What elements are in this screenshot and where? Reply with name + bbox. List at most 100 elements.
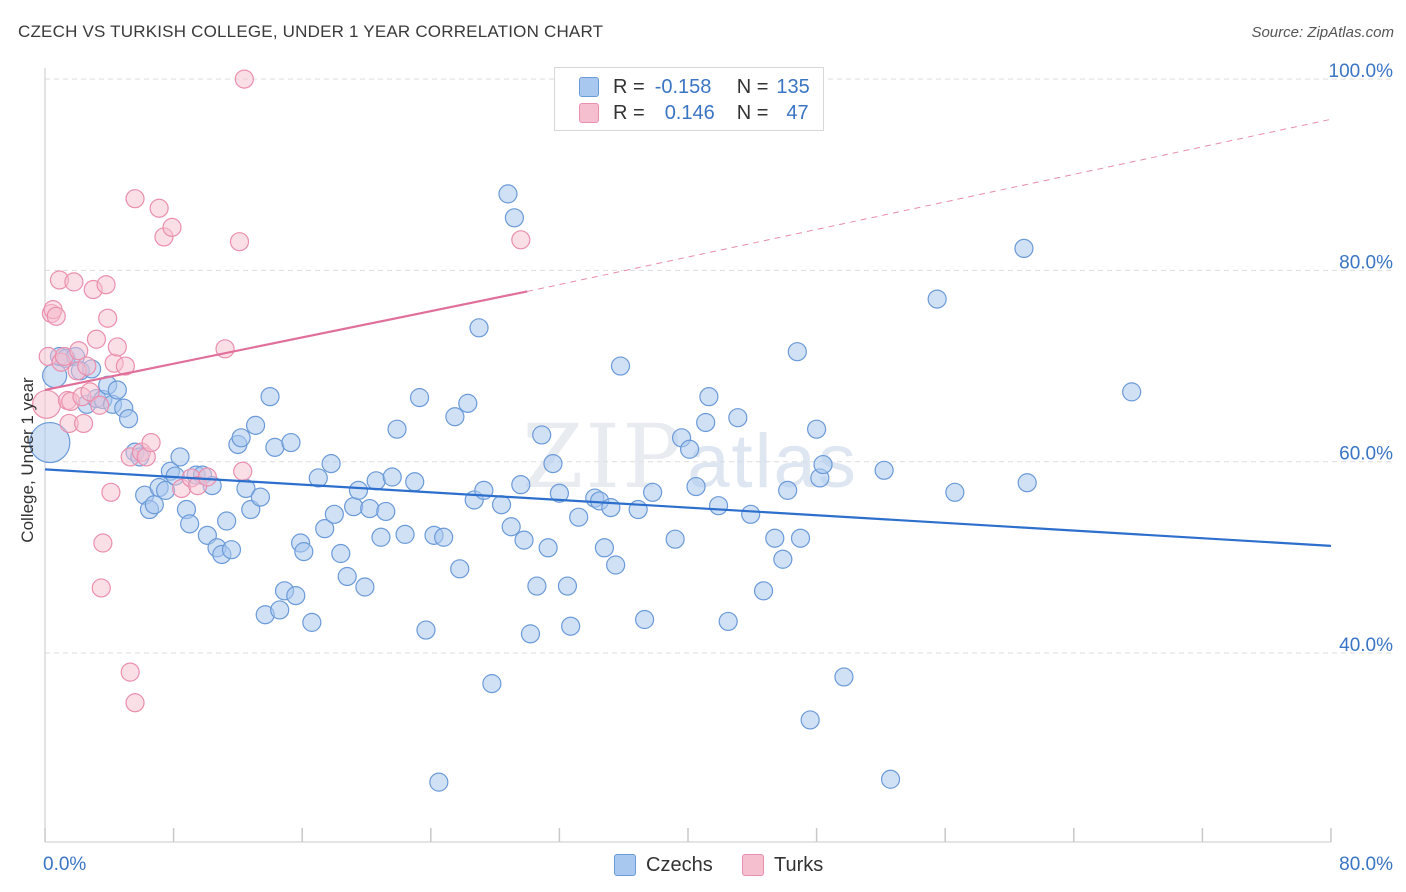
turk-point — [91, 578, 111, 598]
turk-point — [69, 341, 89, 361]
czech-point — [482, 674, 502, 694]
czech-point — [469, 318, 489, 338]
turk-swatch — [579, 103, 599, 123]
czech-point — [549, 483, 570, 503]
czech-point — [532, 425, 552, 445]
czech-point — [514, 530, 534, 550]
czech-point — [405, 472, 425, 492]
gridlines — [45, 78, 1395, 654]
czech-point — [281, 432, 301, 453]
czech-point — [434, 527, 454, 547]
czech-point — [409, 388, 430, 408]
czech-point — [511, 475, 531, 495]
czech-point — [270, 600, 290, 620]
turk-point — [115, 356, 135, 376]
trend-lines — [44, 118, 1332, 547]
turk-r-label: R = — [613, 101, 645, 124]
turk-n-label: N = — [736, 101, 769, 124]
turk-point — [77, 356, 97, 376]
correlation-legend: R = -0.158 N = 135 R = 0.146 N = 47 — [554, 67, 824, 131]
turk-point — [93, 533, 113, 553]
legend-row-czechs: R = -0.158 N = 135 — [579, 74, 810, 100]
czech-point — [250, 487, 271, 507]
czech-n-value: 135 — [776, 75, 810, 98]
czech-point — [800, 710, 820, 730]
czech-point — [324, 504, 344, 524]
czech-point — [376, 501, 396, 522]
czech-point — [927, 289, 947, 309]
czech-point — [498, 184, 518, 204]
turk-point — [511, 230, 531, 250]
czech-point — [665, 529, 685, 549]
czech-point — [450, 559, 470, 579]
turk-point — [229, 232, 250, 252]
czech-point — [308, 468, 328, 488]
czech-point — [331, 543, 351, 564]
czech-point — [945, 482, 965, 502]
czech-point — [360, 498, 380, 519]
czech-point — [557, 576, 578, 596]
bottom-legend-czechs: Czechs — [614, 851, 713, 879]
turk-trend-extension — [527, 118, 1332, 292]
czech-point — [315, 519, 335, 539]
turk-series — [32, 69, 531, 713]
czech-point — [601, 498, 621, 518]
czech-point — [395, 524, 415, 544]
czech-point — [765, 528, 785, 548]
czech-point — [382, 467, 402, 487]
turk-point — [96, 275, 116, 295]
legend-row-turks: R = 0.146 N = 47 — [579, 100, 809, 126]
czech-point — [569, 507, 589, 527]
turk-point — [80, 382, 100, 402]
czech-point — [265, 437, 285, 457]
czech-point — [718, 611, 738, 632]
czech-point — [387, 419, 407, 439]
czech-legend-label: Czechs — [646, 853, 713, 876]
turk-point — [125, 189, 145, 209]
czech-point — [416, 620, 436, 640]
czech-point — [245, 415, 266, 435]
turk-point — [101, 482, 121, 502]
czech-point — [643, 482, 663, 502]
czech-point — [118, 409, 139, 429]
czech-point — [527, 576, 547, 596]
turk-point — [98, 308, 118, 328]
czech-point — [366, 471, 386, 491]
turk-point — [141, 432, 161, 453]
czech-point — [504, 208, 524, 228]
czech-point — [1017, 473, 1037, 493]
czech-point — [344, 497, 364, 517]
turk-point — [73, 413, 94, 434]
turk-point — [197, 467, 217, 487]
czech-series — [29, 184, 1142, 792]
turk-legend-swatch — [742, 854, 764, 876]
czech-swatch — [579, 77, 599, 97]
czech-point — [543, 454, 563, 474]
turk-legend-label: Turks — [774, 853, 824, 876]
czech-point — [806, 419, 827, 439]
czech-point — [302, 612, 322, 632]
x-tick-label-min: 0.0% — [43, 854, 86, 875]
czech-point — [634, 609, 655, 630]
czech-point — [813, 454, 833, 475]
y-tick-label-40: 40.0% — [1339, 635, 1393, 656]
turk-point — [107, 337, 127, 357]
y-tick-label-80: 80.0% — [1339, 252, 1393, 273]
turk-point — [120, 662, 140, 682]
czech-point — [286, 586, 306, 606]
x-tick-label-max: 80.0% — [1339, 854, 1393, 875]
czech-point — [429, 772, 449, 792]
czech-point — [520, 624, 541, 644]
czech-point — [321, 454, 341, 474]
czech-point — [180, 514, 200, 534]
czech-point — [834, 667, 854, 687]
turk-point — [233, 461, 253, 481]
czech-point — [107, 380, 127, 400]
bottom-legend-turks: Turks — [742, 851, 823, 879]
y-axis-label: College, Under 1 year — [18, 377, 37, 543]
czech-point — [773, 549, 793, 569]
czech-point — [371, 527, 391, 547]
czech-point — [680, 439, 700, 459]
czech-point — [728, 408, 748, 428]
